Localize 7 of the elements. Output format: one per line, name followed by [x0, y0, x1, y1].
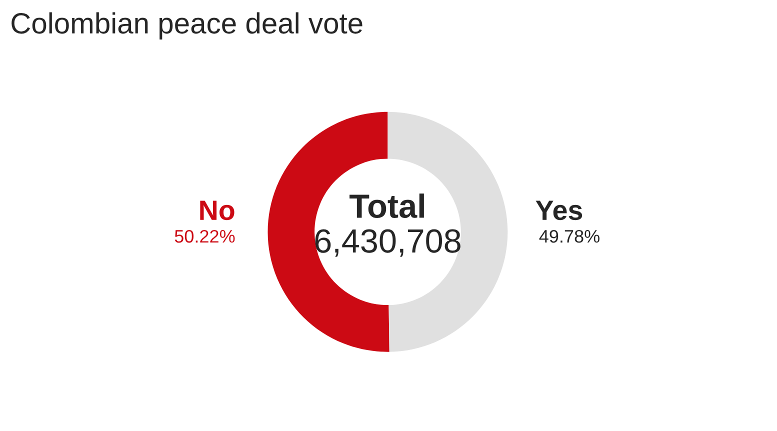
- slice-label: No: [200, 200, 234, 220]
- data-label: 49.78%: [539, 230, 600, 243]
- text: Total: [350, 194, 424, 218]
- chart-title: Colombian peace deal vote: [12, 12, 362, 40]
- data-label: 50.22%: [174, 230, 235, 243]
- slice-label: Yes: [536, 200, 582, 220]
- text: 6,430,708: [315, 229, 460, 257]
